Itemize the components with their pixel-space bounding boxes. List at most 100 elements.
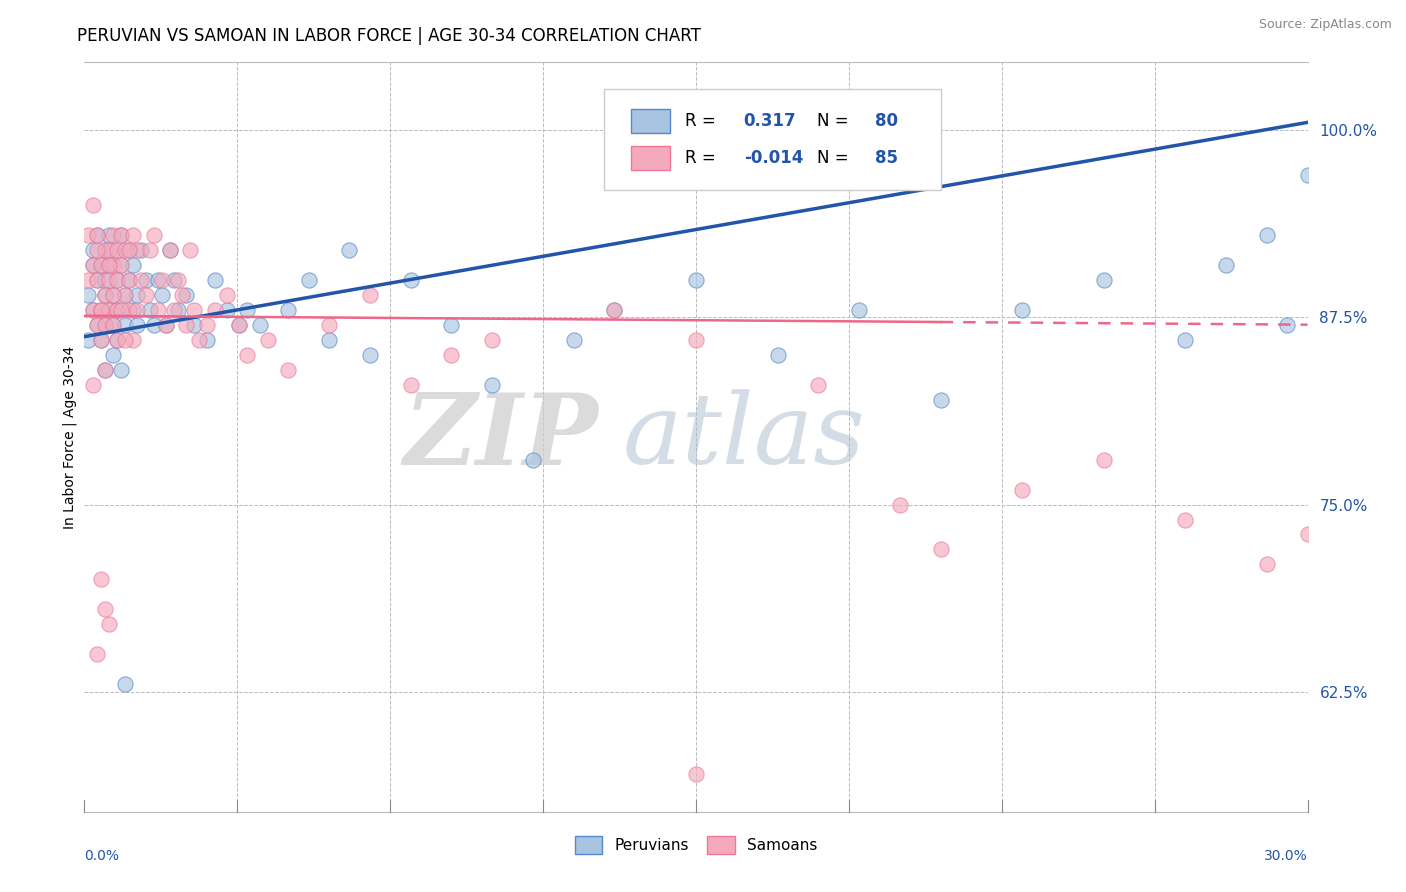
Point (110, 258, 132, 272)
Point (159, 243, 181, 257)
Point (93, 362, 115, 376)
Point (522, 452, 544, 467)
Point (807, 377, 830, 392)
Point (249, 318, 271, 332)
Point (318, 318, 340, 332)
Point (82, 198, 104, 212)
Point (685, 333, 707, 347)
Point (114, 677, 136, 691)
Point (82, 258, 104, 272)
Point (1092, 452, 1115, 467)
Point (1277, 318, 1299, 332)
Text: N =: N = (817, 149, 853, 167)
Point (114, 333, 136, 347)
Point (163, 302, 186, 317)
Point (93, 318, 115, 332)
Point (1174, 512, 1197, 526)
Point (82, 258, 104, 272)
Point (187, 333, 209, 347)
Point (97, 243, 120, 257)
Text: 85: 85 (875, 149, 897, 167)
Point (298, 273, 321, 287)
Point (105, 302, 128, 317)
Point (86, 273, 108, 287)
Point (236, 348, 259, 362)
Point (77, 333, 100, 347)
Point (481, 333, 503, 347)
Point (440, 348, 463, 362)
Point (172, 287, 194, 301)
Point (101, 243, 124, 257)
Point (277, 362, 299, 376)
Point (90, 333, 112, 347)
Text: Source: ZipAtlas.com: Source: ZipAtlas.com (1258, 18, 1392, 31)
Point (138, 302, 160, 317)
Point (204, 273, 226, 287)
Point (90, 302, 112, 317)
Point (97, 617, 120, 632)
Point (110, 258, 132, 272)
Point (97, 258, 120, 272)
Point (97, 302, 120, 317)
Point (562, 333, 585, 347)
Point (174, 287, 197, 301)
Point (110, 227, 132, 242)
Point (929, 392, 952, 407)
Point (685, 273, 707, 287)
Point (174, 318, 197, 332)
Text: 30.0%: 30.0% (1264, 849, 1308, 863)
Point (135, 273, 157, 287)
Point (122, 258, 145, 272)
Point (167, 273, 190, 287)
Point (236, 302, 259, 317)
Point (155, 318, 177, 332)
Point (97, 227, 120, 242)
Point (93, 287, 115, 301)
Point (114, 287, 136, 301)
Point (127, 287, 149, 301)
Point (118, 243, 141, 257)
Point (82, 302, 104, 317)
Point (77, 287, 100, 301)
Point (195, 333, 218, 347)
Point (101, 287, 124, 301)
Legend: Peruvians, Samoans: Peruvians, Samoans (568, 830, 824, 860)
Point (93, 243, 115, 257)
Point (97, 258, 120, 272)
Point (339, 243, 361, 257)
Point (93, 602, 115, 616)
Point (101, 318, 124, 332)
Point (127, 302, 149, 317)
Point (105, 302, 128, 317)
Point (97, 302, 120, 317)
Point (399, 273, 422, 287)
Point (118, 273, 141, 287)
Point (127, 243, 149, 257)
Point (122, 302, 145, 317)
Point (1092, 273, 1115, 287)
Point (1296, 527, 1319, 541)
Point (929, 542, 952, 557)
Point (889, 498, 911, 512)
Point (93, 273, 115, 287)
Point (204, 302, 226, 317)
Point (90, 333, 112, 347)
Point (93, 287, 115, 301)
Point (359, 348, 381, 362)
Point (90, 302, 112, 317)
Point (105, 273, 128, 287)
Point (90, 258, 112, 272)
Point (159, 243, 181, 257)
Point (122, 227, 145, 242)
Point (131, 273, 153, 287)
Point (131, 243, 153, 257)
Point (179, 243, 201, 257)
Point (1174, 333, 1197, 347)
Point (183, 318, 205, 332)
Point (399, 377, 422, 392)
Point (1011, 302, 1033, 317)
Point (105, 302, 128, 317)
Point (86, 648, 108, 662)
Point (685, 767, 707, 781)
Point (163, 273, 186, 287)
